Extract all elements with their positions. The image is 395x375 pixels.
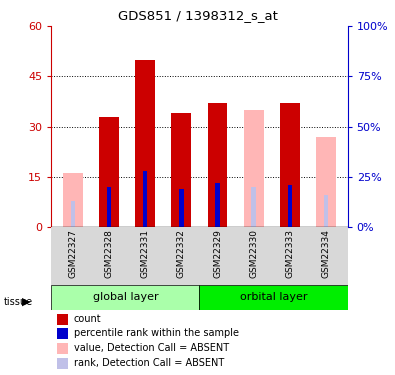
Bar [107, 187, 111, 227]
Text: orbital layer: orbital layer [240, 292, 307, 302]
Bar [215, 183, 220, 227]
Bar [252, 187, 256, 227]
Text: GSM22331: GSM22331 [141, 229, 150, 278]
Text: tissue: tissue [4, 297, 33, 307]
Bar [63, 173, 83, 227]
Bar [171, 113, 191, 227]
Text: rank, Detection Call = ABSENT: rank, Detection Call = ABSENT [73, 358, 224, 368]
Text: ▶: ▶ [22, 297, 30, 307]
Bar [316, 136, 336, 227]
Text: GSM22328: GSM22328 [105, 229, 114, 278]
Text: GSM22333: GSM22333 [285, 229, 294, 278]
Text: value, Detection Call = ABSENT: value, Detection Call = ABSENT [73, 343, 229, 353]
Text: global layer: global layer [92, 292, 158, 302]
Bar [51, 285, 199, 309]
Text: count: count [73, 314, 101, 324]
Text: GSM22330: GSM22330 [249, 229, 258, 278]
Bar [143, 171, 147, 227]
Bar [57, 358, 68, 369]
Text: GSM22332: GSM22332 [177, 229, 186, 278]
Bar [244, 110, 263, 227]
Bar [135, 60, 155, 227]
Bar [179, 189, 184, 227]
Bar [208, 103, 228, 227]
Bar [288, 185, 292, 227]
Text: percentile rank within the sample: percentile rank within the sample [73, 328, 239, 338]
Bar [57, 328, 68, 339]
Text: GSM22327: GSM22327 [68, 229, 77, 278]
Text: GDS851 / 1398312_s_at: GDS851 / 1398312_s_at [118, 9, 277, 22]
Bar [57, 343, 68, 354]
Bar [71, 201, 75, 227]
Text: GSM22334: GSM22334 [322, 229, 331, 278]
Bar [99, 117, 119, 227]
Bar [280, 103, 300, 227]
Bar [324, 195, 328, 227]
Bar [199, 285, 348, 309]
Text: GSM22329: GSM22329 [213, 229, 222, 278]
Bar [57, 314, 68, 325]
